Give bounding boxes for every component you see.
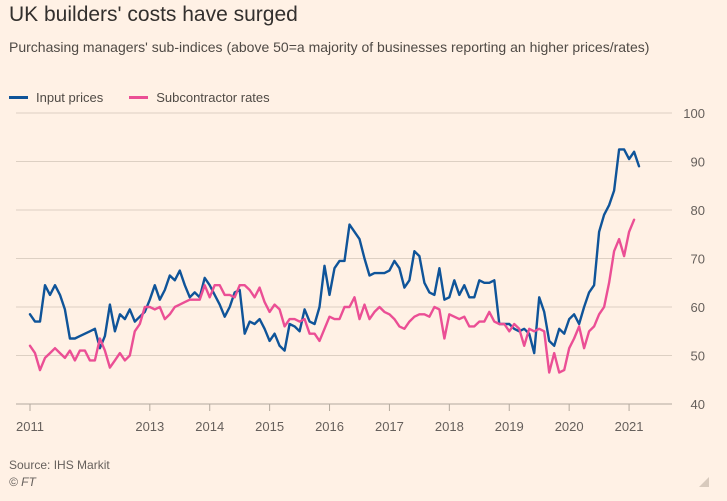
x-tick-label-2019: 2019 bbox=[495, 419, 524, 434]
x-tick-label-2021: 2021 bbox=[615, 419, 644, 434]
series-line-input-prices bbox=[28, 148, 641, 355]
legend-label-subcontractor-rates: Subcontractor rates bbox=[156, 89, 270, 105]
chart-subtitle: Purchasing managers' sub-indices (above … bbox=[9, 39, 650, 55]
x-tick-label-2017: 2017 bbox=[375, 419, 404, 434]
y-tick-label-100: 100 bbox=[683, 106, 705, 121]
x-tick-label-2014: 2014 bbox=[195, 419, 224, 434]
source-note: Source: IHS Markit bbox=[9, 458, 110, 472]
x-tick-label-2018: 2018 bbox=[435, 419, 464, 434]
x-tick-label-2016: 2016 bbox=[315, 419, 344, 434]
chart-title: UK builders' costs have surged bbox=[9, 3, 298, 26]
legend: Input prices Subcontractor rates bbox=[9, 88, 296, 106]
legend-swatch-input-prices bbox=[9, 95, 28, 99]
y-tick-label-40: 40 bbox=[691, 397, 705, 412]
resize-corner-mark bbox=[699, 477, 709, 487]
legend-label-input-prices: Input prices bbox=[36, 89, 104, 105]
x-tick-label-2013: 2013 bbox=[135, 419, 164, 434]
series-line-subcontractor-rates bbox=[28, 218, 636, 374]
legend-swatch-subcontractor-rates bbox=[129, 95, 149, 99]
x-tick-label-2015: 2015 bbox=[255, 419, 284, 434]
copyright-note: © FT bbox=[9, 475, 36, 489]
x-tick-label-2020: 2020 bbox=[555, 419, 584, 434]
y-tick-label-50: 50 bbox=[691, 349, 705, 364]
y-tick-label-70: 70 bbox=[691, 252, 705, 267]
y-tick-label-90: 90 bbox=[691, 155, 705, 170]
legend-item-input-prices: Input prices bbox=[9, 90, 103, 105]
x-tick-label-2011: 2011 bbox=[16, 419, 44, 434]
y-tick-label-80: 80 bbox=[691, 203, 705, 218]
legend-item-subcontractor-rates: Subcontractor rates bbox=[129, 89, 270, 105]
y-tick-label-60: 60 bbox=[691, 300, 705, 315]
